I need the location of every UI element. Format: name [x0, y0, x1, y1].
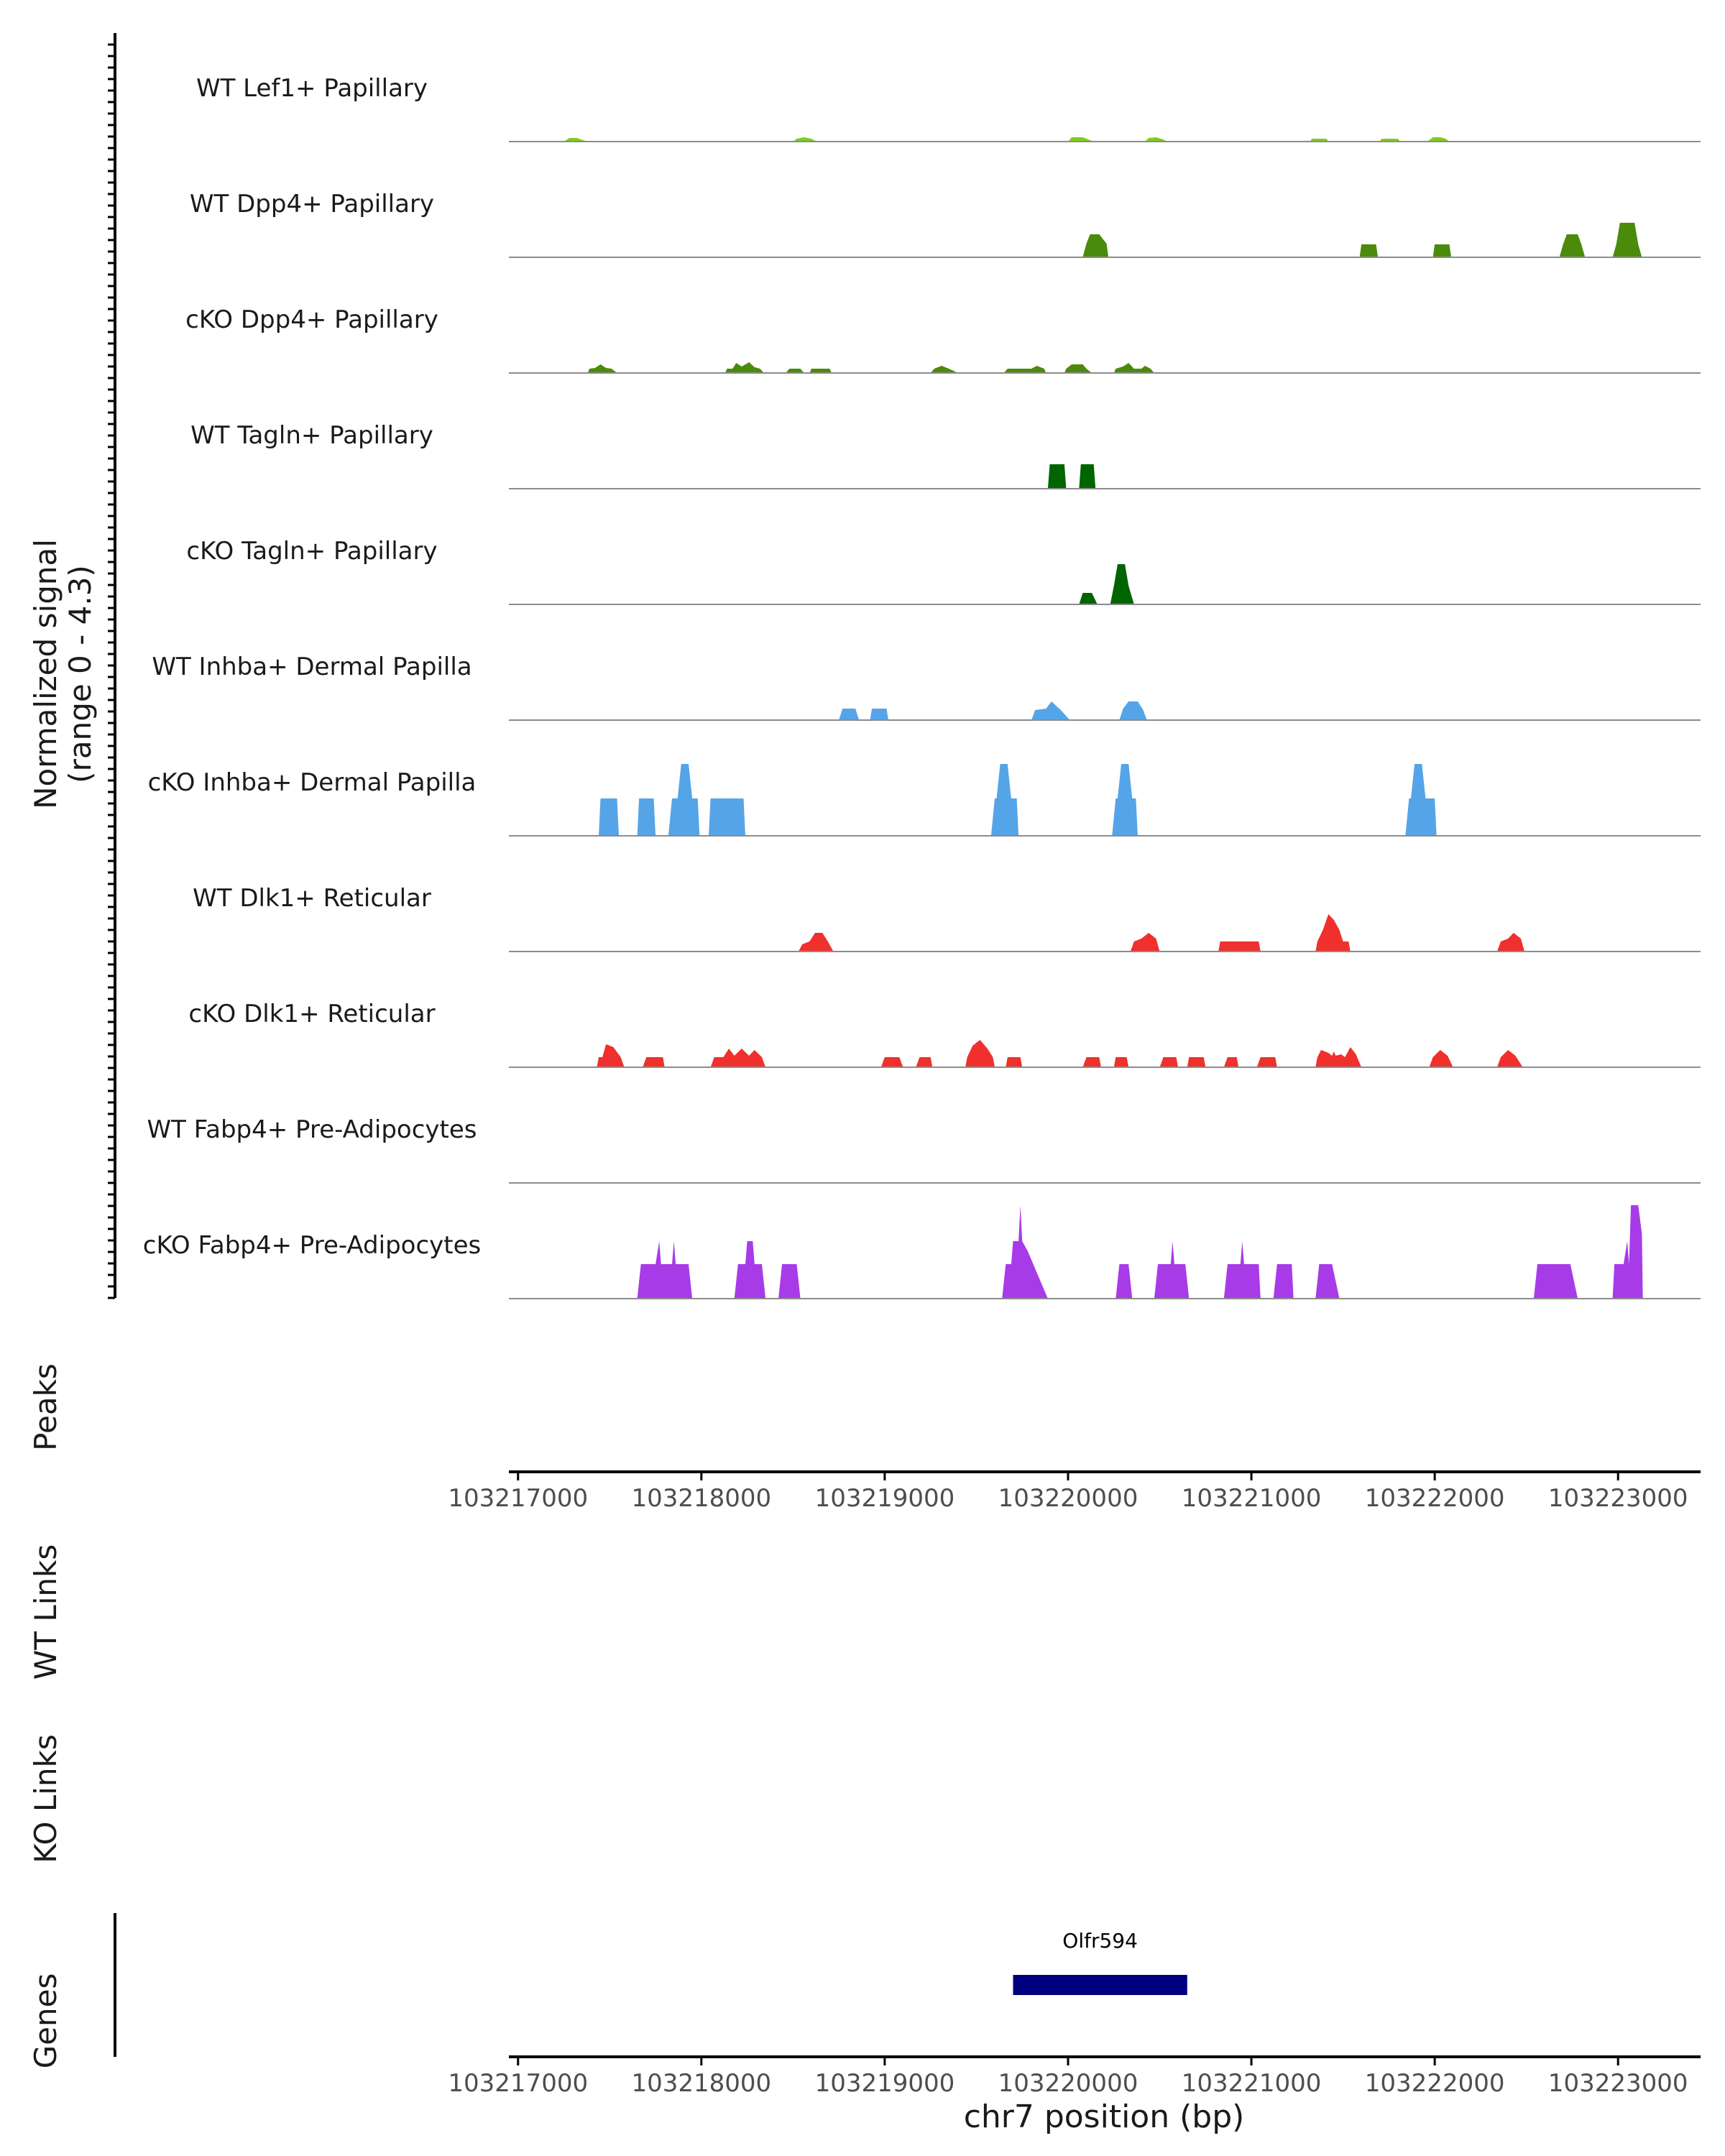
x-tick-label: 103223000: [1548, 1484, 1688, 1513]
coverage-area: [587, 362, 1154, 373]
track-label: WT Lef1+ Papillary: [196, 74, 428, 103]
x-axis-genes: 103217000 103218000 103219000 103220000 1032…: [448, 2055, 1701, 2098]
x-tick-label: 103218000: [631, 1484, 771, 1513]
gene-annotations: Olfr594: [1013, 1929, 1187, 1995]
ko-links-panel-title: KO Links: [28, 1734, 63, 1864]
y-axis-ticks: [108, 43, 115, 1299]
track: WT Lef1+ Papillary: [196, 74, 1701, 142]
coverage-area: [1079, 564, 1134, 604]
coverage-area: [1047, 464, 1096, 489]
genes-panel-title: Genes: [28, 1973, 63, 2069]
track: WT Dpp4+ Papillary: [190, 190, 1701, 258]
gene-label: Olfr594: [1062, 1929, 1138, 1953]
coverage-area: [1082, 223, 1642, 257]
coverage-area: [637, 1205, 1643, 1299]
strand-arrow-icon: [1015, 1976, 1026, 1994]
track-label: WT Tagln+ Papillary: [190, 421, 433, 450]
gene-body: [1013, 1975, 1187, 1995]
x-tick-label: 103217000: [448, 1484, 588, 1513]
x-tick-label: 103222000: [1365, 1484, 1505, 1513]
coverage-area: [799, 914, 1525, 952]
track-label: cKO Dlk1+ Reticular: [188, 1000, 435, 1028]
y-axis-title-range: (range 0 - 4.3): [63, 565, 98, 783]
track-label: WT Dpp4+ Papillary: [190, 190, 434, 218]
track: cKO Tagln+ Papillary: [186, 537, 1701, 605]
track-label: WT Fabp4+ Pre-Adipocytes: [147, 1115, 477, 1144]
track-label: cKO Inhba+ Dermal Papilla: [148, 768, 477, 797]
x-tick-label: 103218000: [631, 2069, 771, 2098]
y-axis-title: Normalized signal: [28, 539, 63, 809]
peaks-panel-title: Peaks: [28, 1363, 63, 1451]
x-tick-label: 103221000: [1182, 2069, 1322, 2098]
x-tick-label: 103219000: [815, 1484, 955, 1513]
track: WT Dlk1+ Reticular: [193, 884, 1701, 952]
track-label: cKO Dpp4+ Papillary: [185, 305, 438, 334]
wt-links-panel-title: WT Links: [28, 1544, 63, 1680]
x-tick-label: 103221000: [1182, 1484, 1322, 1513]
coverage-area: [839, 701, 1147, 720]
x-tick-label: 103220000: [998, 1484, 1138, 1513]
x-tick-label: 103222000: [1365, 2069, 1505, 2098]
track: WT Inhba+ Dermal Papilla: [152, 653, 1701, 721]
x-tick-label: 103219000: [815, 2069, 955, 2098]
x-tick-label: 103220000: [998, 2069, 1138, 2098]
track: WT Tagln+ Papillary: [190, 421, 1701, 489]
x-axis-title: chr7 position (bp): [964, 2099, 1245, 2135]
track: cKO Fabp4+ Pre-Adipocytes: [143, 1205, 1701, 1299]
x-tick-label: 103217000: [448, 2069, 588, 2098]
x-axis-peaks: 103217000 103218000 103219000 103220000 1032…: [448, 1470, 1701, 1513]
track-label: WT Dlk1+ Reticular: [193, 884, 431, 913]
track: cKO Inhba+ Dermal Papilla: [148, 764, 1701, 837]
x-tick-label: 103223000: [1548, 2069, 1688, 2098]
track-label: WT Inhba+ Dermal Papilla: [152, 653, 472, 681]
coverage-area: [599, 764, 1437, 836]
coverage-area: [597, 1040, 1523, 1067]
gene: Olfr594: [1013, 1929, 1187, 1995]
track: WT Fabp4+ Pre-Adipocytes: [147, 1115, 1701, 1184]
coverage-tracks: WT Lef1+ Papillary WT Dpp4+ Papillary cKO …: [143, 74, 1701, 1299]
track-label: cKO Fabp4+ Pre-Adipocytes: [143, 1231, 482, 1260]
track-label: cKO Tagln+ Papillary: [186, 537, 437, 566]
track: cKO Dpp4+ Papillary: [185, 305, 1701, 374]
track: cKO Dlk1+ Reticular: [188, 1000, 1701, 1068]
